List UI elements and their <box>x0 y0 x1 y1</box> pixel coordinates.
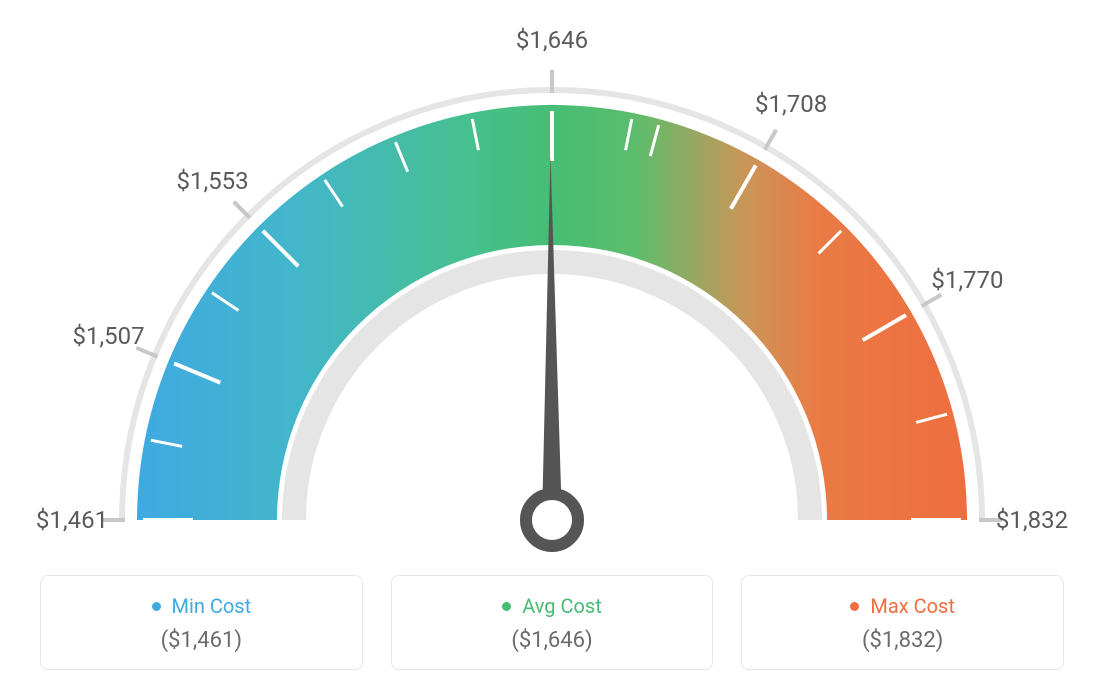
max-cost-card: Max Cost ($1,832) <box>741 575 1064 670</box>
min-cost-value: ($1,461) <box>51 628 352 653</box>
avg-cost-value: ($1,646) <box>402 628 703 653</box>
avg-cost-label: Avg Cost <box>522 594 602 618</box>
max-cost-value: ($1,832) <box>752 628 1053 653</box>
gauge-tick-label: $1,708 <box>755 90 827 118</box>
max-cost-label: Max Cost <box>870 594 955 618</box>
summary-cards: Min Cost ($1,461) Avg Cost ($1,646) Max … <box>0 575 1104 670</box>
max-dot-icon <box>850 602 859 611</box>
gauge-tick-label: $1,646 <box>516 26 588 54</box>
gauge-svg <box>82 50 1022 590</box>
avg-cost-title: Avg Cost <box>402 594 703 618</box>
gauge-tick-label: $1,832 <box>996 506 1068 534</box>
min-cost-card: Min Cost ($1,461) <box>40 575 363 670</box>
gauge-tick-label: $1,507 <box>72 322 144 350</box>
gauge-tick-label: $1,770 <box>931 266 1003 294</box>
gauge-tick-label: $1,553 <box>176 167 248 195</box>
gauge-tick-label: $1,461 <box>36 506 108 534</box>
min-cost-label: Min Cost <box>172 594 252 618</box>
max-cost-title: Max Cost <box>752 594 1053 618</box>
min-dot-icon <box>152 602 161 611</box>
avg-cost-card: Avg Cost ($1,646) <box>391 575 714 670</box>
min-cost-title: Min Cost <box>51 594 352 618</box>
avg-dot-icon <box>502 602 511 611</box>
gauge-chart: $1,461 $1,507 $1,553 $1,646 $1,708 $1,770 $1,8… <box>0 0 1104 560</box>
